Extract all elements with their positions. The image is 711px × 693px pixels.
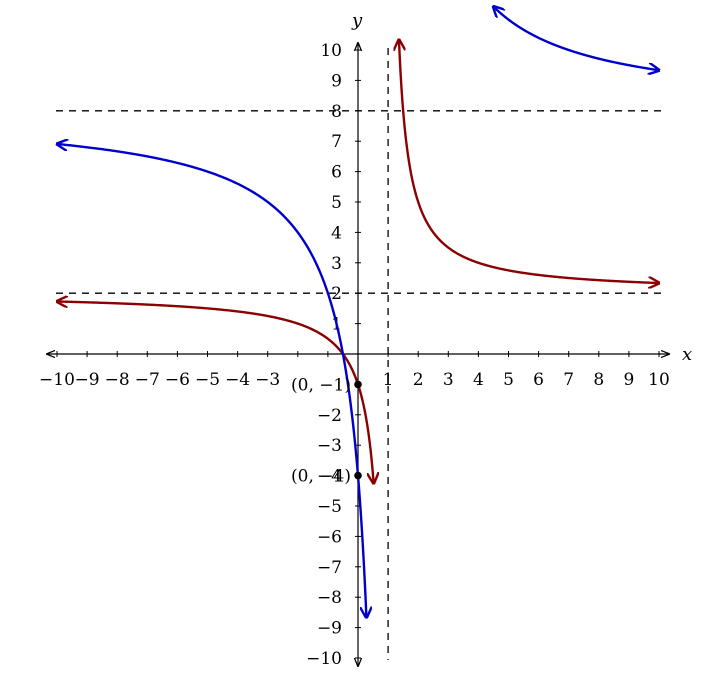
- y-tick-label: 5: [331, 193, 342, 213]
- y-tick-label: 9: [331, 71, 342, 91]
- y-tick-label: −7: [317, 558, 342, 578]
- y-tick-label: 2: [331, 284, 342, 304]
- y-tick-label: 7: [331, 132, 342, 152]
- axes: [47, 43, 669, 666]
- x-tick-label: −3: [255, 370, 280, 390]
- x-tick-label: −5: [195, 370, 220, 390]
- y-axis-title: y: [351, 10, 363, 31]
- x-tick-label: 9: [623, 370, 634, 390]
- x-tick-label: −8: [105, 370, 130, 390]
- tick-labels: −10 −9 −8 −7 −6 −5 −4 −3 1 2 3 4 5 6 7 8 9 10−10−9−8−7−6−…: [39, 41, 670, 669]
- x-tick-label: 1: [383, 370, 394, 390]
- x-tick-label: 2: [413, 370, 424, 390]
- y-tick-label: 6: [331, 163, 342, 183]
- x-tick-label: 7: [563, 370, 574, 390]
- y-tick-label: 8: [331, 102, 342, 122]
- y-tick-label: 4: [331, 223, 342, 243]
- x-tick-label: −9: [75, 370, 100, 390]
- series-1-branch-1: [493, 7, 659, 71]
- x-tick-label: −7: [135, 370, 160, 390]
- x-tick-label: 8: [593, 370, 604, 390]
- y-tick-label: −5: [317, 497, 342, 517]
- x-tick-label: 4: [473, 370, 484, 390]
- x-tick-label: 6: [533, 370, 544, 390]
- y-tick-label: 10: [320, 41, 342, 61]
- y-tick-label: 3: [331, 254, 342, 274]
- point-marker-1: [354, 471, 362, 480]
- y-tick-label: −10: [306, 649, 342, 669]
- y-tick-label: −8: [317, 588, 342, 608]
- series-0-branch-1: [399, 40, 659, 283]
- y-tick-label: −3: [317, 436, 342, 456]
- point-label-1: (0, −4): [291, 467, 351, 487]
- y-tick-label: −6: [317, 527, 342, 547]
- x-tick-label: 10: [648, 370, 670, 390]
- point-marker-0: [354, 380, 362, 389]
- intercept-points: (0, −1) (0, −4): [291, 375, 362, 487]
- point-label-0: (0, −1): [291, 375, 351, 395]
- x-tick-label: −6: [165, 370, 190, 390]
- series-1-branch-0: [57, 144, 366, 618]
- function-curves: [57, 7, 659, 618]
- x-axis-title: x: [682, 344, 692, 365]
- y-tick-label: −9: [317, 619, 342, 639]
- x-tick-label: −4: [225, 370, 250, 390]
- x-tick-label: 3: [443, 370, 454, 390]
- y-tick-label: −2: [317, 406, 342, 426]
- x-tick-label: 5: [503, 370, 514, 390]
- x-tick-label: −10: [39, 370, 75, 390]
